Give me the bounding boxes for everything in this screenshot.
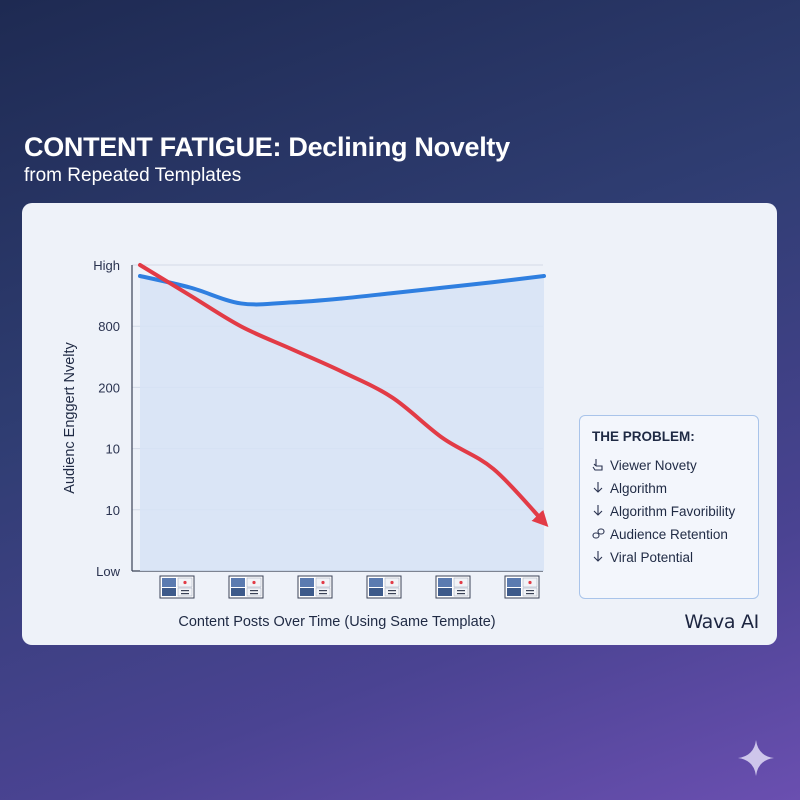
template-thumbnail-icon	[435, 575, 471, 599]
problem-item-algorithm: Algorithm	[592, 477, 758, 500]
problem-item-label: Viral Potential	[610, 550, 694, 565]
problem-item-viral-potential: Viral Potential	[592, 546, 758, 569]
y-tick-label: 200	[98, 380, 120, 395]
brand-logo: Wava AI	[684, 611, 759, 633]
problem-item-audience-retention: Audience Retention	[592, 523, 758, 546]
y-tick-label: 10	[106, 503, 120, 518]
x-axis-title: Content Posts Over Time (Using Same Temp…	[178, 614, 495, 630]
problem-box: THE PROBLEM: Viewer Novety Algorithm Alg…	[579, 415, 759, 599]
y-axis-title: Audienc Enggert Nvelty	[62, 341, 78, 493]
template-thumbnail-icon	[228, 575, 264, 599]
problem-item-label: Audience Retention	[610, 527, 728, 542]
line-chart: High 800 200 10 10 Low Content Posts Over Time…	[62, 258, 549, 630]
y-tick-label: Low	[96, 564, 120, 579]
problem-item-label: Algorithm Favoribility	[610, 504, 736, 519]
y-tick-label: 800	[98, 319, 120, 334]
template-thumbnail-icon	[366, 575, 402, 599]
blue-series-area	[140, 276, 544, 571]
page-subtitle: from Repeated Templates	[24, 165, 242, 186]
template-thumbnail-icon	[297, 575, 333, 599]
red-series-line	[138, 263, 549, 527]
sparkle-icon	[738, 740, 774, 776]
problem-item-algorithm-favorability: Algorithm Favoribility	[592, 500, 758, 523]
down-arrow-icon	[592, 550, 610, 566]
blue-series-line	[138, 274, 546, 307]
chart-card: High 800 200 10 10 Low Content Posts Over Time…	[22, 203, 777, 645]
down-arrow-icon	[592, 504, 610, 520]
template-thumbnail-icon	[504, 575, 540, 599]
y-tick-label: High	[93, 258, 120, 273]
link-icon	[592, 527, 610, 543]
down-arrow-icon	[592, 481, 610, 497]
problem-item-viewer-novelty: Viewer Novety	[592, 454, 758, 477]
hand-down-icon	[592, 458, 610, 474]
problem-title: THE PROBLEM:	[592, 429, 695, 444]
problem-item-label: Viewer Novety	[610, 458, 697, 473]
template-thumbnail-icon	[159, 575, 195, 599]
problem-item-label: Algorithm	[610, 481, 668, 496]
page-title: CONTENT FATIGUE: Declining Novelty	[24, 132, 510, 162]
y-tick-label: 10	[106, 442, 120, 457]
